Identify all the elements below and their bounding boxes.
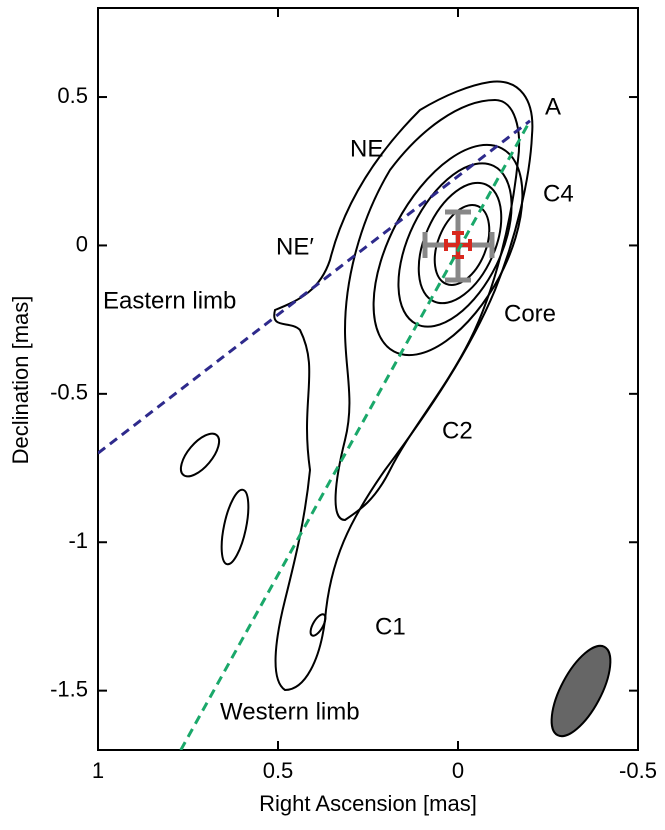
y-axis-label: Declination [mas] bbox=[8, 296, 33, 465]
y-tick-label: 0.5 bbox=[57, 83, 88, 108]
series-label: Eastern limb bbox=[103, 287, 236, 314]
annotation: NE′ bbox=[276, 233, 314, 260]
beam bbox=[550, 644, 612, 738]
annotation: C2 bbox=[442, 417, 473, 444]
x-axis-label: Right Ascension [mas] bbox=[259, 791, 477, 816]
contour bbox=[273, 80, 534, 692]
limb-line bbox=[179, 120, 532, 750]
y-tick-label: -1 bbox=[68, 528, 88, 553]
plot-frame bbox=[97, 7, 639, 751]
annotation: A bbox=[545, 93, 561, 120]
y-tick-label: -1.5 bbox=[50, 676, 88, 701]
x-tick-label: 0 bbox=[452, 758, 464, 783]
annotation: C4 bbox=[543, 180, 574, 207]
x-tick-label: 1 bbox=[92, 758, 104, 783]
series-label: Western limb bbox=[220, 698, 360, 725]
x-tick-label: 0.5 bbox=[263, 758, 294, 783]
y-tick-label: 0 bbox=[76, 231, 88, 256]
contour bbox=[220, 488, 250, 566]
x-tick-label: -0.5 bbox=[619, 758, 657, 783]
contour bbox=[179, 432, 221, 478]
contours bbox=[179, 80, 612, 738]
series-group bbox=[98, 119, 532, 750]
y-tick-label: -0.5 bbox=[50, 380, 88, 405]
annotation: Core bbox=[504, 300, 556, 327]
contour bbox=[334, 98, 521, 522]
annotation: NE bbox=[350, 135, 383, 162]
limb-line bbox=[98, 119, 531, 455]
annotation: C1 bbox=[375, 613, 406, 640]
contour bbox=[309, 613, 327, 637]
contour bbox=[433, 204, 491, 286]
